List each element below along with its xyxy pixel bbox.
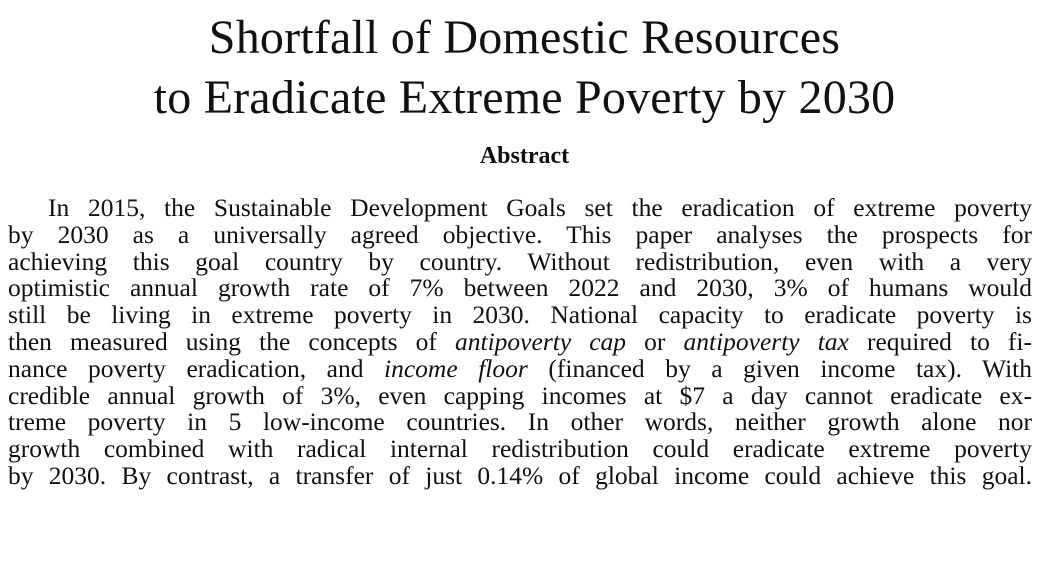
abstract-line: then measured using the concepts of anti… [8, 326, 1032, 356]
abstract-line: nance poverty eradication, and income fl… [8, 353, 1033, 383]
abstract-heading: Abstract [479, 143, 570, 169]
abstract-line: still be living in extreme poverty in 20… [8, 300, 1032, 330]
title-line-1: Shortfall of Domestic Resources [208, 11, 841, 64]
title-line-2: to Eradicate Extreme Poverty by 2030 [153, 71, 896, 124]
abstract-emphasis: antipoverty cap [455, 326, 627, 356]
paper-title: Shortfall of Domestic Resources to Eradi… [0, 8, 1049, 128]
abstract-line: treme poverty in 5 low-income countries.… [8, 407, 1032, 437]
abstract-line: by 2030. By contrast, a transfer of just… [8, 460, 1032, 490]
abstract-line: In 2015, the Sustainable Development Goa… [48, 193, 1032, 222]
abstract-line: achieving this goal country by country. … [8, 246, 1032, 276]
abstract-body: In 2015, the Sustainable Development Goa… [8, 193, 1033, 490]
abstract-emphasis: antipoverty tax [683, 326, 849, 356]
abstract-line: credible annual growth of 3%, even cappi… [8, 380, 1032, 410]
abstract-emphasis: income floor [384, 353, 528, 383]
abstract-line: optimistic annual growth rate of 7% betw… [8, 273, 1032, 303]
abstract-line: by 2030 as a universally agreed objectiv… [8, 219, 1032, 249]
abstract-line: growth combined with radical internal re… [8, 434, 1032, 464]
